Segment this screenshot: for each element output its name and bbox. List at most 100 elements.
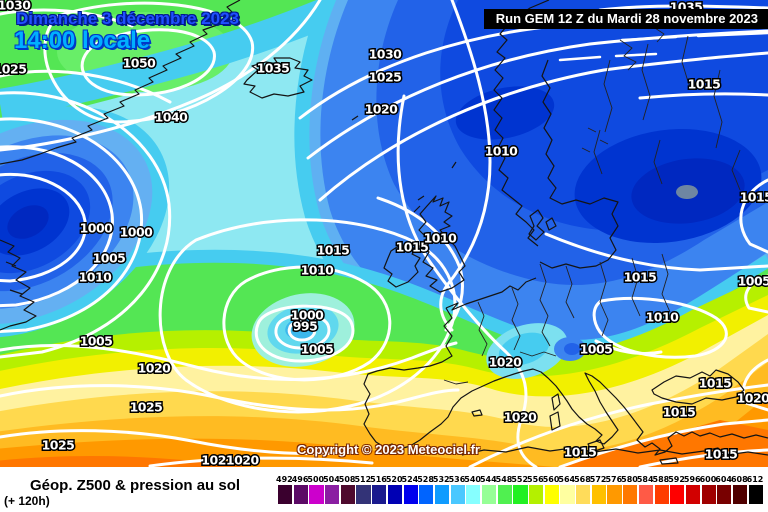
- scale-cell: 552: [511, 475, 529, 504]
- pressure-label: 1015: [699, 376, 732, 391]
- pressure-label: 1020: [138, 361, 172, 376]
- scale-cell: 532: [433, 475, 451, 504]
- scale-color-swatch: [717, 485, 732, 504]
- map-canvas: 1030102510501040103510301025102010351015…: [0, 0, 768, 467]
- scale-cell: 564: [558, 475, 576, 504]
- scale-tick-label: 520: [385, 475, 403, 484]
- scale-color-swatch: [638, 485, 653, 504]
- scale-tick-label: 604: [715, 475, 732, 484]
- pressure-label: 1005: [580, 342, 613, 357]
- scale-tick-label: 580: [621, 475, 638, 484]
- scale-color-swatch: [748, 485, 763, 504]
- scale-cell: 580: [621, 475, 639, 504]
- scale-cell: 572: [589, 475, 608, 504]
- pressure-label: 1020: [365, 102, 399, 117]
- scale-tick-label: 572: [589, 475, 607, 484]
- scale-tick-label: 524: [401, 475, 419, 484]
- scale-color-swatch: [372, 485, 387, 504]
- pressure-label: 1035: [257, 61, 290, 76]
- pressure-label: 1025: [130, 400, 163, 415]
- scale-tick-label: 608: [730, 475, 748, 484]
- scale-cell: 556: [527, 475, 545, 504]
- pressure-label: 1010: [301, 263, 335, 278]
- pressure-label: 1015: [624, 270, 657, 285]
- pressure-label: 1015: [396, 240, 429, 255]
- scale-tick-label: 516: [370, 475, 387, 484]
- scale-cell: 496: [292, 475, 310, 504]
- pressure-label: 1015: [317, 243, 350, 258]
- scale-cell: 600: [699, 475, 718, 504]
- scale-color-swatch: [293, 485, 308, 504]
- scale-tick-label: 492: [276, 475, 293, 484]
- scale-cell: 544: [479, 475, 498, 504]
- scale-color-swatch: [670, 485, 685, 504]
- scale-color-swatch: [544, 485, 559, 504]
- pressure-label: 1030: [0, 0, 31, 13]
- legend-panel: Géop. Z500 & pression au sol (+ 120h) 49…: [0, 467, 768, 512]
- scale-color-swatch: [623, 485, 638, 504]
- scale-color-swatch: [685, 485, 701, 504]
- pressure-label: 1020: [737, 391, 768, 406]
- geopotential-pressure-map: 1030102510501040103510301025102010351015…: [0, 0, 768, 467]
- pressure-label: 1010: [79, 270, 113, 285]
- pressure-label: 1025: [42, 438, 75, 453]
- scale-cell: 576: [605, 475, 623, 504]
- scale-cell: 492: [276, 475, 294, 504]
- scale-tick-label: 508: [338, 475, 356, 484]
- pressure-label: 1020: [489, 355, 523, 370]
- scale-cell: 560: [543, 475, 561, 504]
- isobar-labels: 1030102510501040103510301025102010351015…: [0, 0, 768, 467]
- scale-cell: 540: [464, 475, 482, 504]
- scale-tick-label: 600: [699, 475, 717, 484]
- pressure-label: 1040: [155, 110, 189, 125]
- pressure-label: 1021020: [201, 453, 259, 468]
- scale-cell: 516: [370, 475, 388, 504]
- map-title: Géop. Z500 & pression au sol: [30, 477, 241, 494]
- scale-tick-label: 612: [746, 475, 764, 484]
- scale-color-swatch: [497, 485, 512, 504]
- scale-tick-label: 584: [636, 475, 654, 484]
- scale-cell: 500: [307, 475, 325, 504]
- pressure-label: 1000: [80, 221, 114, 236]
- pressure-label: 1000: [120, 225, 154, 240]
- scale-color-swatch: [356, 485, 371, 504]
- scale-cell: 592: [668, 475, 686, 504]
- scale-color-swatch: [576, 485, 591, 504]
- pressure-label: 1015: [705, 447, 738, 462]
- pressure-label: 1050: [123, 56, 157, 71]
- scale-cell: 528: [417, 475, 435, 504]
- scale-color-swatch: [481, 485, 497, 504]
- scale-cell: 596: [683, 475, 702, 504]
- scale-tick-label: 544: [479, 475, 497, 484]
- scale-color-swatch: [513, 485, 528, 504]
- scale-cell: 512: [354, 475, 372, 504]
- scale-tick-label: 576: [605, 475, 623, 484]
- color-scale: 492 496 500 504 508 512 516 520 524 528 532 536 540 5…: [276, 475, 764, 504]
- scale-tick-label: 596: [683, 475, 701, 484]
- pressure-label: 1005: [738, 274, 768, 289]
- pressure-label: 1015: [663, 405, 696, 420]
- scale-color-swatch: [340, 485, 355, 504]
- scale-cell: 608: [730, 475, 749, 504]
- pressure-label: 1005: [301, 342, 334, 357]
- pressure-label: 995: [293, 319, 318, 334]
- scale-tick-label: 540: [464, 475, 481, 484]
- scale-tick-label: 512: [354, 475, 372, 484]
- pressure-label: 1015: [740, 190, 768, 205]
- model-run-info: Run GEM 12 Z du Mardi 28 novembre 2023: [483, 9, 768, 29]
- scale-tick-label: 528: [417, 475, 434, 484]
- pressure-label: 1010: [485, 144, 519, 159]
- scale-cell: 520: [385, 475, 404, 504]
- scale-color-swatch: [387, 485, 402, 504]
- scale-tick-label: 568: [574, 475, 591, 484]
- scale-color-swatch: [732, 485, 748, 504]
- scale-color-swatch: [450, 485, 465, 504]
- scale-cell: 584: [636, 475, 655, 504]
- scale-color-swatch: [591, 485, 606, 504]
- pressure-label: 1025: [0, 62, 26, 77]
- pressure-label: 1000: [291, 308, 325, 323]
- pressure-label: 1010: [424, 231, 458, 246]
- pressure-label: 1025: [369, 70, 402, 85]
- pressure-label: 1005: [93, 251, 126, 266]
